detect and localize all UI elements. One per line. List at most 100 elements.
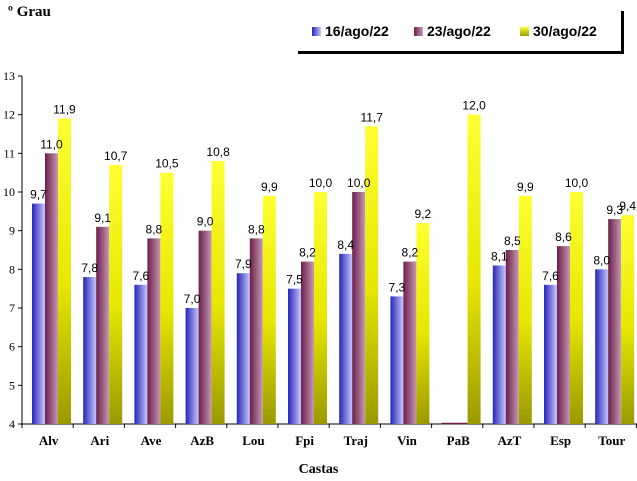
- x-tick-label: Alv: [39, 433, 59, 448]
- bar-series-2: [147, 238, 161, 424]
- data-label-series-2: 8,2: [299, 246, 316, 260]
- legend-swatch-series-1: [312, 26, 321, 36]
- y-tick-label: 4: [9, 417, 15, 431]
- data-label-series-3: 10,8: [206, 145, 230, 159]
- bar-series-2: [505, 250, 519, 424]
- data-label-series-2: 9,0: [197, 215, 214, 229]
- bar-series-1: [32, 203, 45, 424]
- bar-series-1: [492, 265, 506, 424]
- data-label-series-1: 7,8: [81, 261, 98, 275]
- x-tick-label: Tour: [598, 433, 625, 448]
- bar-series-3: [416, 222, 430, 424]
- data-label-series-3: 9,9: [261, 180, 278, 194]
- y-tick-label: 12: [3, 108, 15, 122]
- legend-swatch-series-3: [520, 26, 529, 36]
- data-label-series-1: 7,6: [542, 269, 559, 283]
- data-label-series-3: 9,9: [517, 180, 534, 194]
- data-label-series-3: 11,7: [360, 110, 383, 124]
- bar-series-2: [608, 219, 622, 424]
- bar-series-3: [365, 126, 379, 425]
- legend-label-series-1: 16/ago/22: [325, 23, 389, 39]
- legend-item-series-2: 23/ago/22: [414, 23, 491, 39]
- legend-swatch-series-2: [414, 26, 423, 36]
- bar-series-3: [109, 164, 123, 424]
- data-label-series-1: 8,4: [337, 238, 354, 252]
- x-tick-label: Ave: [141, 433, 162, 448]
- legend-item-series-1: 16/ago/22: [312, 23, 389, 39]
- data-label-series-1: 7,0: [184, 292, 201, 306]
- x-tick-label: AzT: [497, 433, 521, 448]
- data-label-series-1: 7,3: [389, 280, 406, 294]
- y-tick-label: 13: [3, 69, 15, 83]
- bar-series-3: [518, 195, 532, 424]
- data-label-series-2: 8,6: [555, 230, 572, 244]
- legend-label-series-3: 30/ago/22: [533, 23, 597, 39]
- bar-series-1: [390, 296, 404, 424]
- y-tick-label: 9: [9, 224, 15, 238]
- bar-series-3: [58, 118, 71, 425]
- data-label-series-2: 10,0: [347, 176, 371, 190]
- data-label-series-1: 7,5: [286, 273, 303, 287]
- data-label-series-2: 8,2: [402, 246, 419, 260]
- data-label-series-2: 9,1: [94, 211, 111, 225]
- legend: 16/ago/22 23/ago/22 30/ago/22: [298, 11, 624, 54]
- bar-series-3: [160, 172, 174, 424]
- bar-series-2: [198, 230, 212, 424]
- data-label-series-3: 10,7: [104, 149, 128, 163]
- bar-series-1: [185, 308, 199, 424]
- bar-series-3: [262, 195, 276, 424]
- bar-series-1: [236, 273, 250, 424]
- bar-series-1: [595, 269, 609, 424]
- bar-series-3: [570, 192, 583, 424]
- y-tick-label: 5: [9, 378, 15, 392]
- x-tick-label: Lou: [242, 433, 264, 448]
- bar-series-1: [288, 288, 301, 424]
- bar-series-3: [621, 215, 635, 424]
- legend-label-series-2: 23/ago/22: [427, 23, 491, 39]
- bar-series-1: [544, 284, 557, 424]
- y-axis-title: º Grau: [8, 4, 51, 20]
- bar-series-2: [557, 246, 570, 424]
- bar-series-3: [314, 192, 327, 424]
- bar-series-2: [45, 153, 58, 425]
- data-label-series-1: 8,1: [491, 249, 508, 263]
- bar-series-1: [339, 253, 353, 424]
- legend-item-series-3: 30/ago/22: [520, 23, 597, 39]
- x-tick-label: Esp: [550, 433, 571, 448]
- data-label-series-1: 9,7: [30, 188, 47, 202]
- x-axis-title: Castas: [298, 462, 339, 477]
- y-tick-label: 7: [9, 301, 15, 315]
- data-label-series-1: 7,6: [133, 269, 150, 283]
- bar-series-1: [83, 277, 97, 424]
- data-label-series-2: 8,5: [504, 234, 521, 248]
- data-label-series-1: 7,9: [235, 257, 252, 271]
- bar-series-3: [211, 161, 225, 425]
- data-label-series-1: 8,0: [593, 253, 610, 267]
- bar-series-2: [249, 238, 263, 424]
- x-tick-label: PaB: [447, 433, 470, 448]
- data-label-series-2: 11,0: [40, 137, 63, 151]
- x-tick-label: Traj: [344, 433, 368, 448]
- x-tick-label: Ari: [90, 433, 109, 448]
- data-label-series-3: 10,5: [155, 157, 179, 171]
- bar-series-1: [134, 284, 148, 424]
- x-tick-label: Fpi: [295, 433, 314, 448]
- y-tick-label: 8: [9, 262, 15, 276]
- data-label-series-3: 10,0: [309, 176, 333, 190]
- bar-series-3: [467, 114, 481, 425]
- bar-series-2: [301, 261, 314, 424]
- data-label-series-3: 9,4: [619, 199, 636, 213]
- y-tick-label: 11: [3, 146, 15, 160]
- bar-series-2: [96, 226, 110, 424]
- bar-series-2: [352, 192, 366, 424]
- data-label-series-3: 12,0: [462, 99, 486, 113]
- y-tick-label: 10: [3, 185, 15, 199]
- y-tick-label: 6: [9, 340, 15, 354]
- data-label-series-3: 9,2: [415, 207, 432, 221]
- data-label-series-3: 11,9: [53, 103, 76, 117]
- data-label-series-2: 8,8: [248, 222, 265, 236]
- bar-series-2: [403, 261, 417, 424]
- data-label-series-3: 10,0: [565, 176, 589, 190]
- x-tick-label: AzB: [190, 433, 214, 448]
